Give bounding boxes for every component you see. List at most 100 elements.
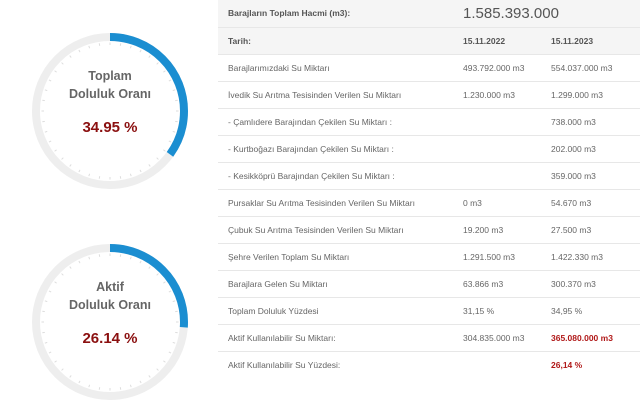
gauge-tick (157, 369, 159, 371)
row-value-2023: 359.000 m3 (551, 163, 596, 189)
row-label: Aktif Kullanılabilir Su Yüzdesi: (228, 352, 340, 378)
gauge-tick (157, 274, 159, 276)
table-row: Şehre Verilen Toplam Su Miktarı 1.291.500… (218, 244, 640, 271)
row-value-2023: 34,95 % (551, 298, 582, 324)
gauge-tick (157, 63, 159, 65)
date-column-2: 15.11.2023 (551, 28, 593, 54)
gauge-title-line2: Doluluk Oranı (28, 85, 192, 103)
gauge-title-line2: Doluluk Oranı (28, 296, 192, 314)
gauge-title: Toplam Doluluk Oranı (28, 67, 192, 103)
row-label: - Çamlıdere Barajından Çekilen Su Miktar… (228, 109, 392, 135)
row-value-2022: 63.866 m3 (463, 271, 503, 297)
row-label: Aktif Kullanılabilir Su Miktarı: (228, 325, 336, 351)
gauge-tick (130, 257, 131, 259)
total-fill-gauge: Toplam Doluluk Oranı 34.95 % (28, 29, 192, 193)
row-value-2023: 1.422.330 m3 (551, 244, 603, 270)
row-label: Şehre Verilen Toplam Su Miktarı (228, 244, 349, 270)
table-row: Toplam Doluluk Yüzdesi 31,15 % 34,95 % (218, 298, 640, 325)
gauge-title-line1: Aktif (28, 278, 192, 296)
gauge-tick (130, 385, 131, 387)
gauge-title: Aktif Doluluk Oranı (28, 278, 192, 314)
gauge-tick (163, 150, 165, 151)
gauge-ticks (42, 43, 179, 180)
gauge-tick (169, 352, 171, 353)
gauge-tick (149, 267, 150, 269)
table-row: Aktif Kullanılabilir Su Yüzdesi: 26,14 % (218, 352, 640, 378)
gauge-tick (140, 170, 141, 172)
gauge-tick (89, 46, 90, 48)
gauge-tick (79, 261, 80, 263)
gauge-value: 34.95 % (28, 119, 192, 136)
table-row: - Kurtboğazı Barajından Çekilen Su Mikta… (218, 136, 640, 163)
table-row: Barajlara Gelen Su Miktarı 63.866 m3 300.3… (218, 271, 640, 298)
table-row: Aktif Kullanılabilir Su Miktarı: 304.835.… (218, 325, 640, 352)
row-value-2023: 54.670 m3 (551, 190, 591, 216)
row-value-2022: 304.835.000 m3 (463, 325, 524, 351)
row-value-2022: 31,15 % (463, 298, 494, 324)
table-row: İvedik Su Arıtma Tesisinden Verilen Su M… (218, 82, 640, 109)
gauge-title-line1: Toplam (28, 67, 192, 85)
row-value-2022: 19.200 m3 (463, 217, 503, 243)
active-fill-gauge-ring (28, 240, 192, 404)
row-label: İvedik Su Arıtma Tesisinden Verilen Su M… (228, 82, 401, 108)
row-label: Barajlarımızdaki Su Miktarı (228, 55, 330, 81)
gauge-tick (149, 164, 150, 166)
table-row: - Çamlıdere Barajından Çekilen Su Miktar… (218, 109, 640, 136)
gauge-tick (70, 164, 71, 166)
total-volume-row: Barajların Toplam Hacmi (m3): 1.585.393.… (218, 0, 640, 28)
gauge-tick (70, 375, 71, 377)
row-label: Toplam Doluluk Yüzdesi (228, 298, 319, 324)
gauge-tick (89, 257, 90, 259)
row-value-2023: 738.000 m3 (551, 109, 596, 135)
row-value-2022: 1.230.000 m3 (463, 82, 515, 108)
gauge-tick (140, 50, 141, 52)
gauge-tick (169, 141, 171, 142)
gauge-tick (130, 46, 131, 48)
gauge-tick (140, 261, 141, 263)
total-volume-label: Barajların Toplam Hacmi (m3): (228, 0, 350, 27)
gauge-tick (62, 369, 64, 371)
date-label: Tarih: (228, 28, 251, 54)
gauge-ticks (42, 254, 179, 391)
gauge-tick (130, 174, 131, 176)
gauge-tick (79, 50, 80, 52)
gauge-tick (70, 56, 71, 58)
gauge-tick (49, 352, 51, 353)
gauge-value: 26.14 % (28, 330, 192, 347)
row-label: Pursaklar Su Arıtma Tesisinden Verilen S… (228, 190, 415, 216)
gauge-tick (79, 381, 80, 383)
active-fill-gauge: Aktif Doluluk Oranı 26.14 % (28, 240, 192, 404)
gauge-tick (70, 267, 71, 269)
gauge-tick (62, 158, 64, 160)
row-value-2023: 27.500 m3 (551, 217, 591, 243)
dam-statistics-table: Barajların Toplam Hacmi (m3): 1.585.393.… (218, 0, 640, 378)
gauge-tick (55, 361, 57, 362)
table-row: - Kesikköprü Barajından Çekilen Su Mikta… (218, 163, 640, 190)
gauge-tick (89, 174, 90, 176)
row-label: Çubuk Su Arıtma Tesisinden Verilen Su Mi… (228, 217, 404, 243)
row-label: Barajlara Gelen Su Miktarı (228, 271, 328, 297)
gauge-tick (149, 56, 150, 58)
gauge-tick (157, 158, 159, 160)
row-value-2023: 1.299.000 m3 (551, 82, 603, 108)
row-value-2023: 26,14 % (551, 352, 582, 378)
gauge-tick (49, 141, 51, 142)
total-fill-gauge-ring (28, 29, 192, 193)
row-value-2023: 202.000 m3 (551, 136, 596, 162)
gauge-tick (140, 381, 141, 383)
total-volume-value: 1.585.393.000 (463, 0, 559, 27)
row-value-2022: 1.291.500 m3 (463, 244, 515, 270)
table-row: Çubuk Su Arıtma Tesisinden Verilen Su Mi… (218, 217, 640, 244)
date-header-row: Tarih: 15.11.2022 15.11.2023 (218, 28, 640, 55)
gauge-tick (62, 63, 64, 65)
date-column-1: 15.11.2022 (463, 28, 505, 54)
gauge-tick (79, 170, 80, 172)
row-value-2023: 554.037.000 m3 (551, 55, 612, 81)
row-label: - Kurtboğazı Barajından Çekilen Su Mikta… (228, 136, 394, 162)
row-value-2023: 300.370 m3 (551, 271, 596, 297)
gauge-tick (55, 150, 57, 151)
row-value-2022: 0 m3 (463, 190, 482, 216)
gauge-tick (149, 375, 150, 377)
